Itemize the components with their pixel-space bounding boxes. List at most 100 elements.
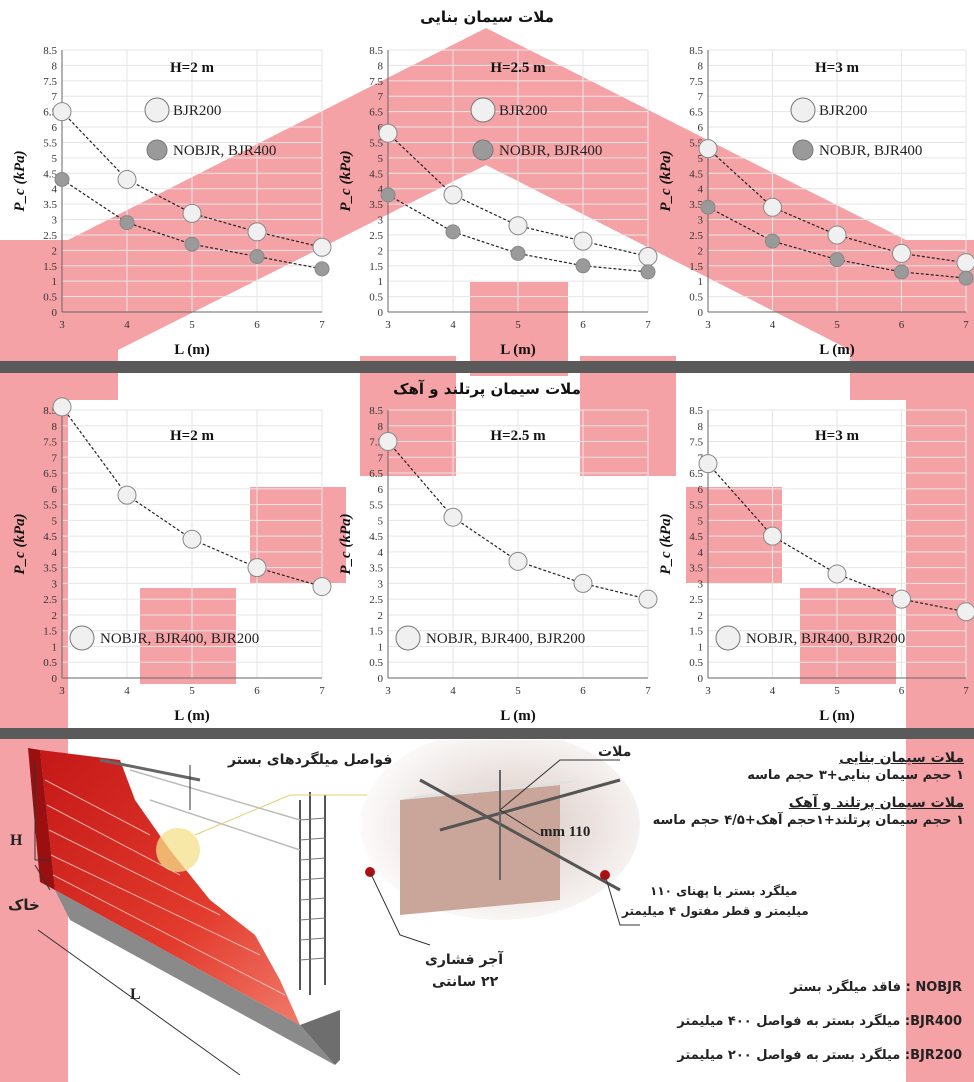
label-soil: خاک [8,896,40,914]
y-tick-label: 1.5 [369,261,383,273]
x-tick-label: 7 [645,685,651,697]
series-line [61,406,323,588]
wall-diagram [28,740,640,1076]
legend-label: BJR200 [499,103,547,119]
y-tick-label: 6 [698,122,704,134]
y-tick-label: 3.5 [689,563,703,575]
y-axis-label: P_c (kPa) [338,513,354,574]
x-axis-label: L (m) [500,342,535,358]
section-title-masonry: ملات سیمان بنایی [420,8,554,26]
y-tick-label: 1 [698,276,704,288]
data-point [573,573,593,593]
y-tick-label: 6.5 [369,107,383,119]
y-tick-label: 2.5 [369,230,383,242]
series-line [387,194,649,273]
y-tick-label: 5.5 [369,500,383,512]
y-tick-label: 8.5 [369,45,383,57]
y-tick-label: 0 [698,673,704,685]
legend-marker [395,625,421,651]
x-tick-label: 5 [834,685,840,697]
y-tick-label: 7 [52,91,58,103]
data-point [508,551,528,571]
y-tick-label: 8.5 [689,405,703,417]
legend-marker [470,97,496,123]
data-point [247,222,267,242]
data-point [698,454,718,474]
legend-marker [144,97,170,123]
y-tick-label: 6 [378,484,384,496]
data-point [378,432,398,452]
y-tick-label: 8 [378,421,384,433]
label-rebar-1: میلگرد بستر با پهنای ۱۱۰ [650,884,798,898]
data-point [958,270,974,286]
chart-title: H=3 m [815,60,859,76]
data-point [119,215,135,231]
data-point [573,231,593,251]
chart-masonry-h3: 00.511.522.533.544.555.566.577.588.53 4 5 6… [658,45,974,358]
legend-masonry-title: ملات سیمان بنایی [839,750,964,766]
data-point [54,171,70,187]
data-point [380,187,396,203]
data-point [763,526,782,546]
chart-title: H=2 m [170,428,214,444]
chart-title: H=3 m [815,428,859,444]
chart-title: H=2.5 m [490,60,546,76]
y-tick-label: 5.5 [43,137,57,149]
x-tick-label: 5 [515,685,521,697]
y-tick-label: 5 [378,153,384,165]
y-tick-label: 4.5 [43,531,57,543]
y-tick-label: 1 [52,276,58,288]
y-tick-label: 6 [698,484,704,496]
y-tick-label: 7 [698,91,704,103]
y-tick-label: 4 [698,547,704,559]
y-tick-label: 3.5 [369,563,383,575]
data-point [445,224,461,240]
y-tick-label: 2 [52,610,58,622]
legend-portland-title: ملات سیمان پرتلند و آهک [788,795,964,811]
y-tick-label: 8 [378,60,384,72]
legend-marker [146,139,168,161]
data-point [117,169,137,189]
chart-title: H=2.5 m [490,428,546,444]
y-tick-label: 1 [378,276,384,288]
y-tick-label: 1 [52,641,58,653]
y-tick-label: 3 [52,578,58,590]
y-tick-label: 4.5 [369,531,383,543]
legend-label: NOBJR, BJR400 [819,143,922,159]
y-tick-label: 5 [378,515,384,527]
label-l: L [130,986,141,1003]
y-tick-label: 7.5 [689,76,703,88]
y-tick-label: 8 [698,60,704,72]
y-tick-label: 3.5 [369,199,383,211]
y-tick-label: 0 [378,307,384,319]
y-tick-label: 6.5 [43,468,57,480]
x-tick-label: 3 [705,319,711,331]
y-tick-label: 0.5 [43,657,57,669]
y-tick-label: 8 [698,421,704,433]
y-tick-label: 6.5 [689,107,703,119]
data-point [640,264,656,280]
y-tick-label: 1.5 [43,626,57,638]
y-tick-label: 3 [378,578,384,590]
y-tick-label: 4 [378,184,384,196]
y-tick-label: 4.5 [689,168,703,180]
y-tick-label: 5 [52,515,58,527]
y-tick-label: 8.5 [43,45,57,57]
y-tick-label: 2 [698,610,704,622]
x-axis-label: L (m) [819,708,854,724]
data-point [638,589,658,609]
legend-label: BJR200 [173,103,221,119]
y-tick-label: 3.5 [689,199,703,211]
y-tick-label: 6.5 [689,468,703,480]
label-mortar: ملات [598,744,632,760]
y-tick-label: 4.5 [369,168,383,180]
data-point [700,199,716,215]
data-point [443,507,463,527]
data-point [249,249,265,265]
x-tick-label: 3 [59,319,65,331]
x-tick-label: 4 [124,685,130,697]
series-line [387,441,649,600]
y-tick-label: 7.5 [43,76,57,88]
x-axis-label: L (m) [174,342,209,358]
y-tick-label: 3.5 [43,563,57,575]
